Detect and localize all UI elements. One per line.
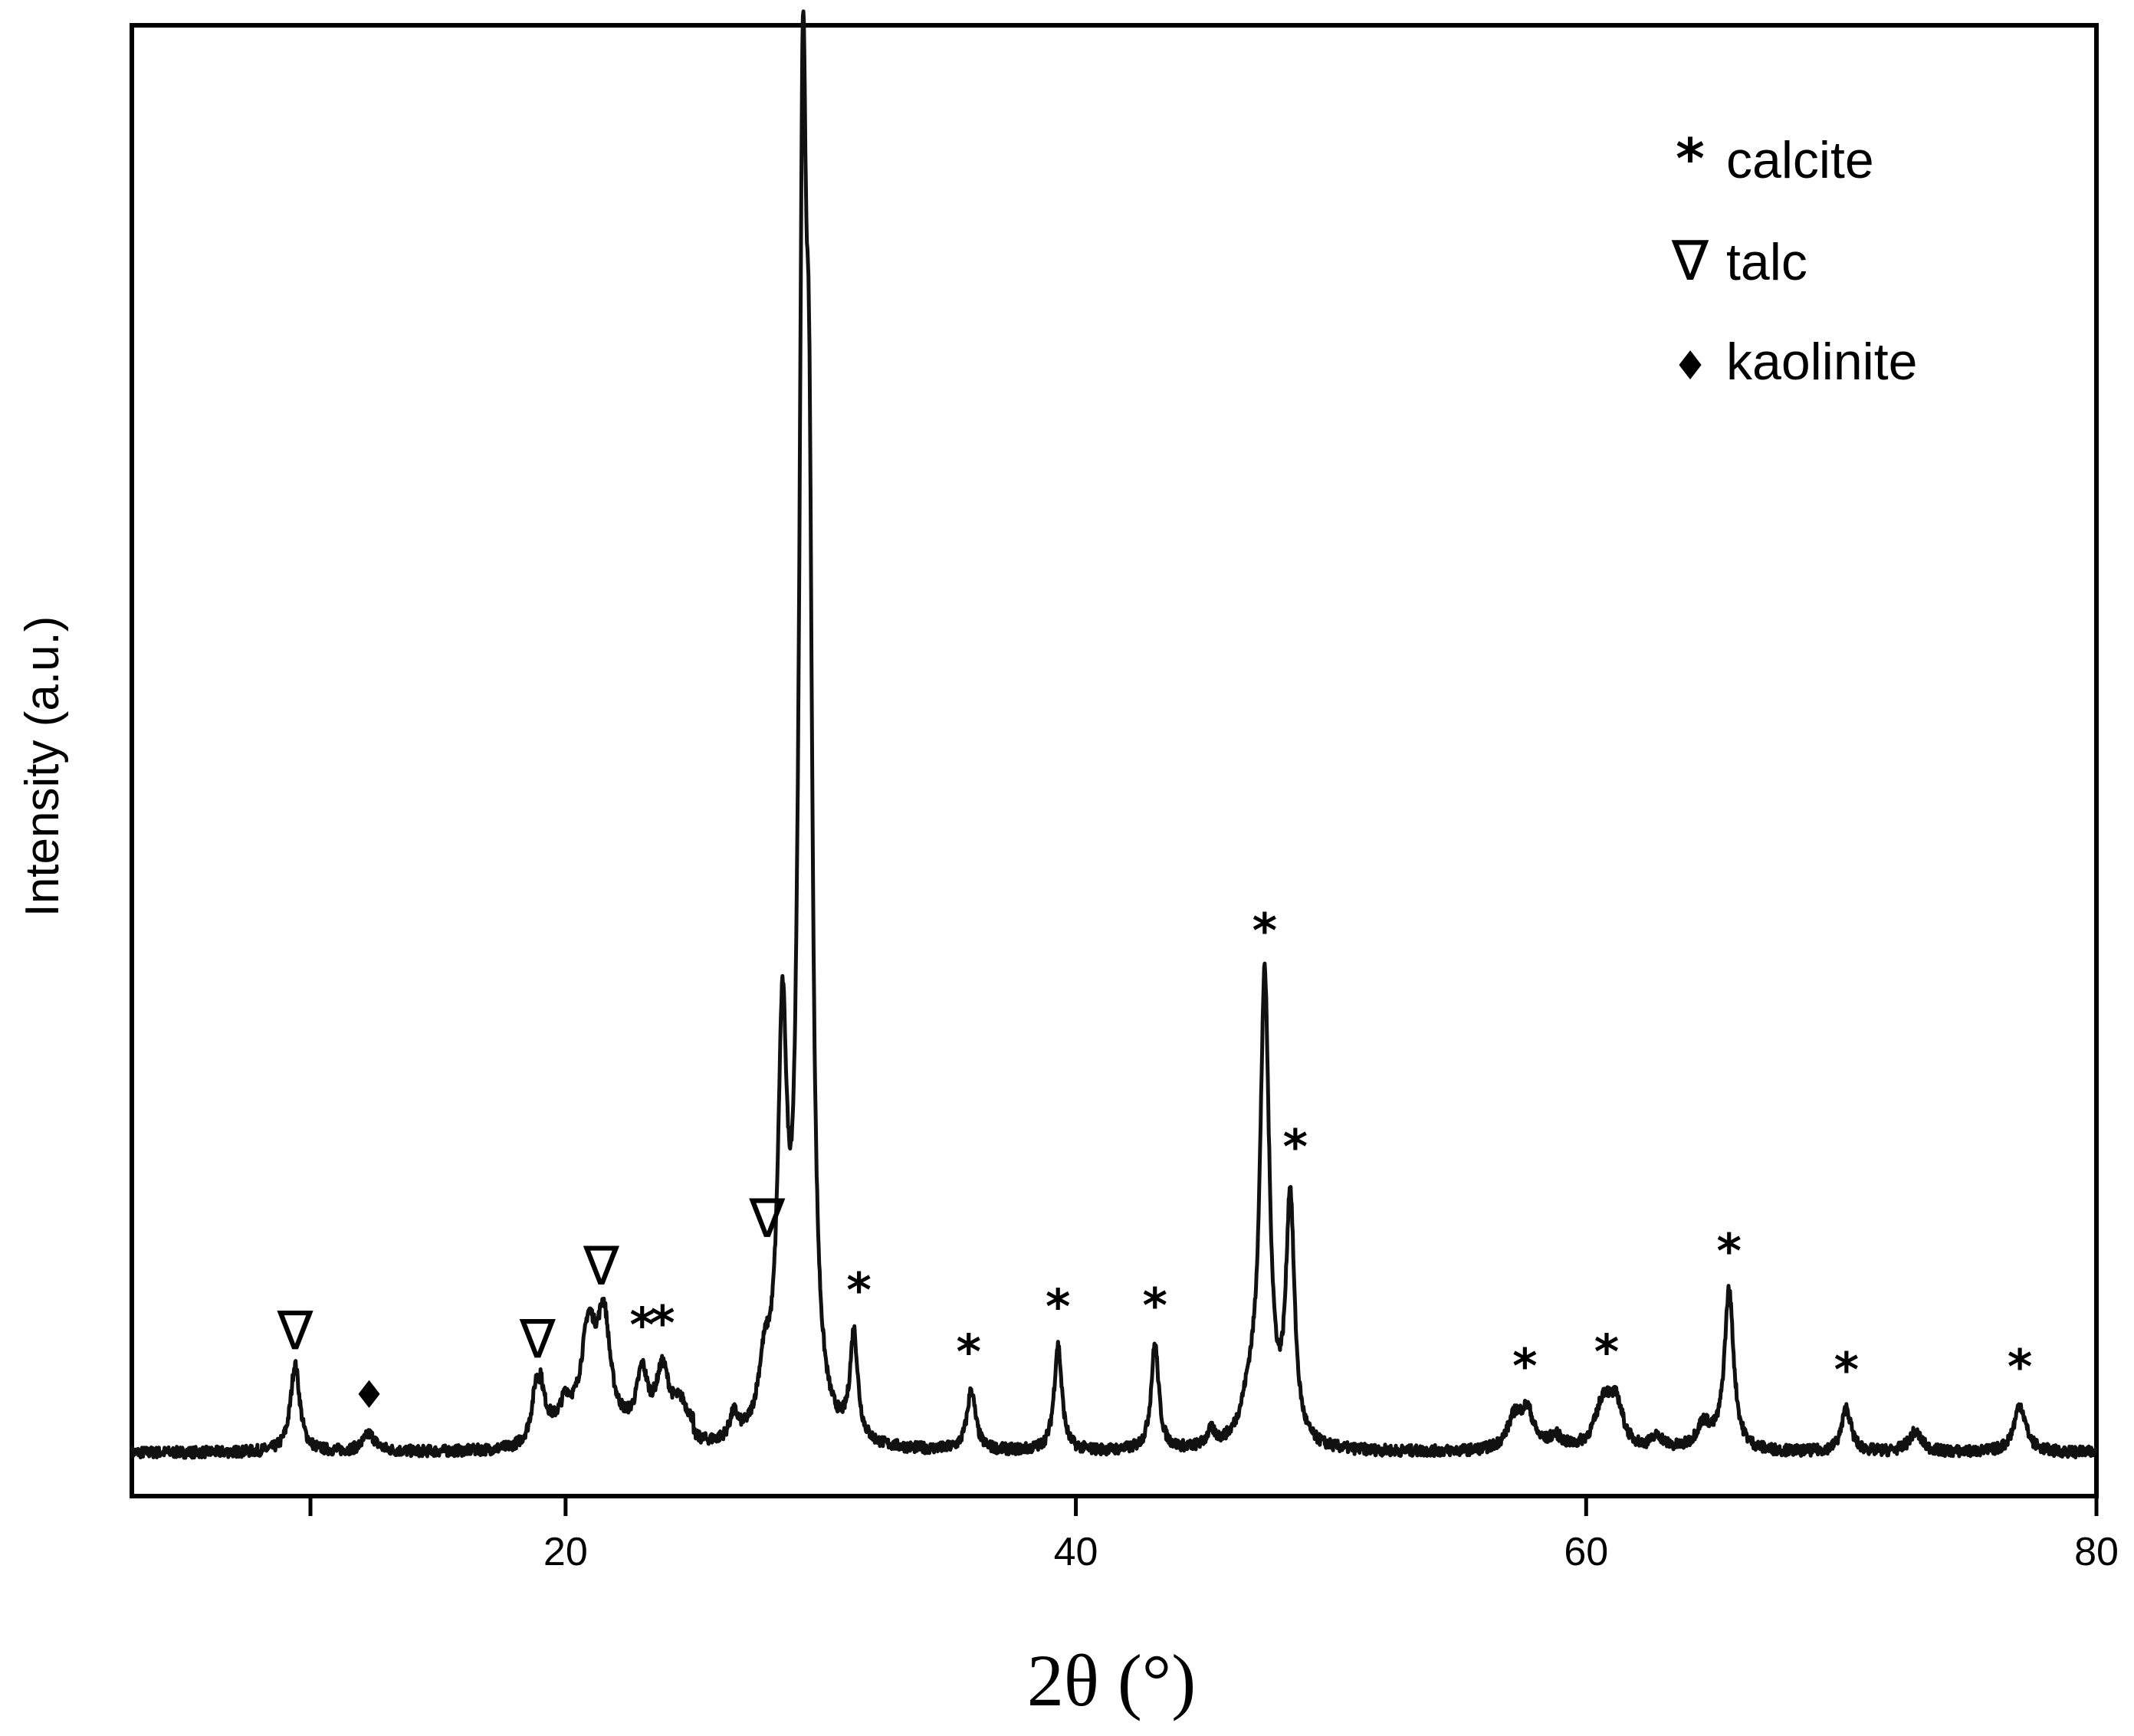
talc-marker: ∇ — [583, 1235, 620, 1298]
calcite-marker: * — [957, 1324, 981, 1380]
y-axis-title: Intensity (a.u.) — [16, 616, 69, 917]
calcite-marker: * — [1716, 1223, 1741, 1279]
calcite-marker: * — [629, 1298, 654, 1354]
legend-symbol-kaolinite: ♦ — [1673, 343, 1709, 389]
legend-label-talc: talc — [1726, 233, 1807, 291]
calcite-marker: * — [846, 1262, 871, 1318]
talc-marker: ∇ — [277, 1299, 314, 1362]
calcite-marker: * — [1834, 1342, 1859, 1398]
xrd-series — [130, 9, 2099, 1460]
talc-marker: ∇ — [519, 1308, 556, 1371]
peak-annotations: ∇♦∇∇**∇************ — [277, 0, 2033, 1417]
legend-label-calcite: calcite — [1726, 131, 1874, 189]
legend-label-kaolinite: kaolinite — [1726, 333, 1918, 391]
legend: * calcite ∇ talc ♦ kaolinite — [1671, 126, 1918, 391]
calcite-marker: * — [793, 0, 818, 5]
calcite-marker: * — [650, 1295, 675, 1351]
plot-frame — [130, 23, 2099, 1498]
x-axis-ticks: 20 40 60 80 — [308, 1496, 2119, 1574]
kaolinite-marker: ♦ — [352, 1373, 386, 1417]
plot-border — [130, 23, 2099, 1498]
x-tick-label: 20 — [543, 1530, 588, 1574]
x-tick-label: 80 — [2074, 1530, 2119, 1574]
x-axis-title: 2θ (°) — [1027, 1639, 1196, 1721]
calcite-marker: * — [1594, 1324, 1619, 1380]
calcite-marker: * — [2008, 1339, 2032, 1395]
calcite-marker: * — [1512, 1338, 1537, 1394]
calcite-marker: * — [1283, 1119, 1308, 1175]
x-tick-label: 40 — [1054, 1530, 1098, 1574]
calcite-marker: * — [1046, 1278, 1070, 1334]
calcite-marker: * — [1143, 1278, 1167, 1334]
calcite-marker: * — [1252, 903, 1277, 959]
x-tick-label: 60 — [1564, 1530, 1608, 1574]
legend-symbol-calcite: * — [1676, 126, 1705, 191]
xrd-line — [130, 9, 2099, 1460]
talc-marker: ∇ — [748, 1187, 786, 1250]
legend-symbol-talc: ∇ — [1671, 228, 1709, 293]
